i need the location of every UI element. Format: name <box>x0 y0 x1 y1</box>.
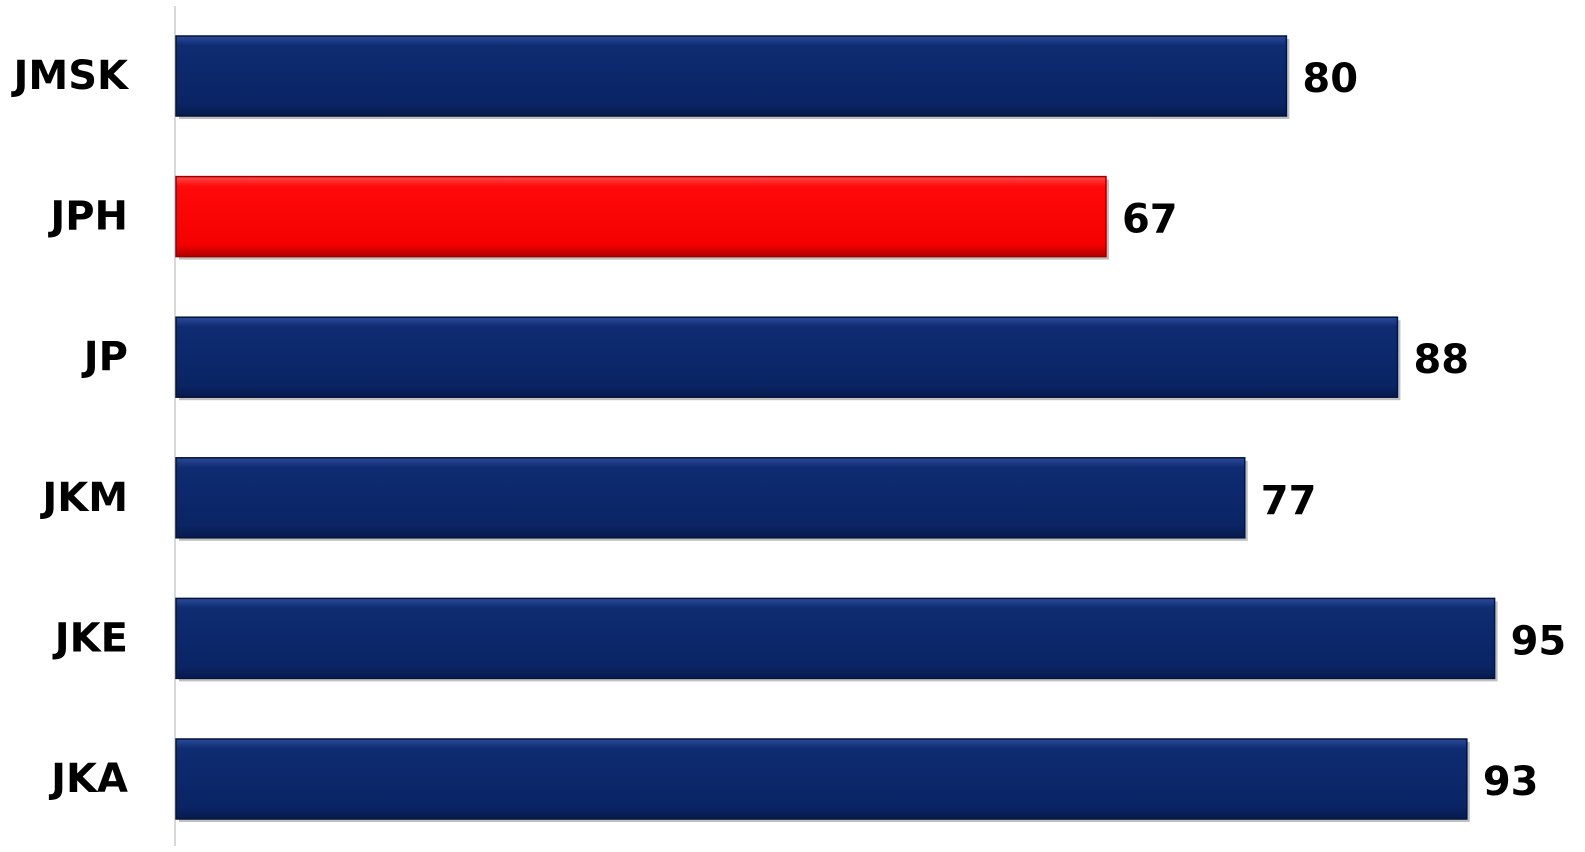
value-label: 88 <box>1413 337 1469 383</box>
bar-jmsk <box>175 35 1288 117</box>
value-label: 77 <box>1261 478 1317 524</box>
bar-jka <box>175 738 1468 820</box>
bar-jke <box>175 597 1496 680</box>
bar-group-jka: JKA 93 <box>48 738 1539 822</box>
bar-group-jke: JKE 95 <box>52 597 1567 682</box>
bar-jp <box>175 316 1399 398</box>
value-label: 67 <box>1122 197 1178 243</box>
bar-jph <box>175 175 1107 258</box>
category-label: JKM <box>39 475 128 521</box>
category-label: JPH <box>47 194 128 240</box>
value-label: 93 <box>1483 759 1539 805</box>
category-label: JP <box>81 334 128 380</box>
bar-group-jmsk: JMSK 80 <box>11 35 1358 119</box>
bar-jkm <box>175 457 1246 539</box>
value-label: 80 <box>1302 56 1358 102</box>
bar-group-jph: JPH 67 <box>47 175 1178 260</box>
bar-group-jkm: JKM 77 <box>39 457 1317 541</box>
category-label: JKA <box>48 756 128 802</box>
category-label: JMSK <box>11 53 130 99</box>
bar-group-jp: JP 88 <box>81 316 1469 401</box>
category-label: JKE <box>52 615 128 661</box>
value-label: 95 <box>1511 618 1567 664</box>
